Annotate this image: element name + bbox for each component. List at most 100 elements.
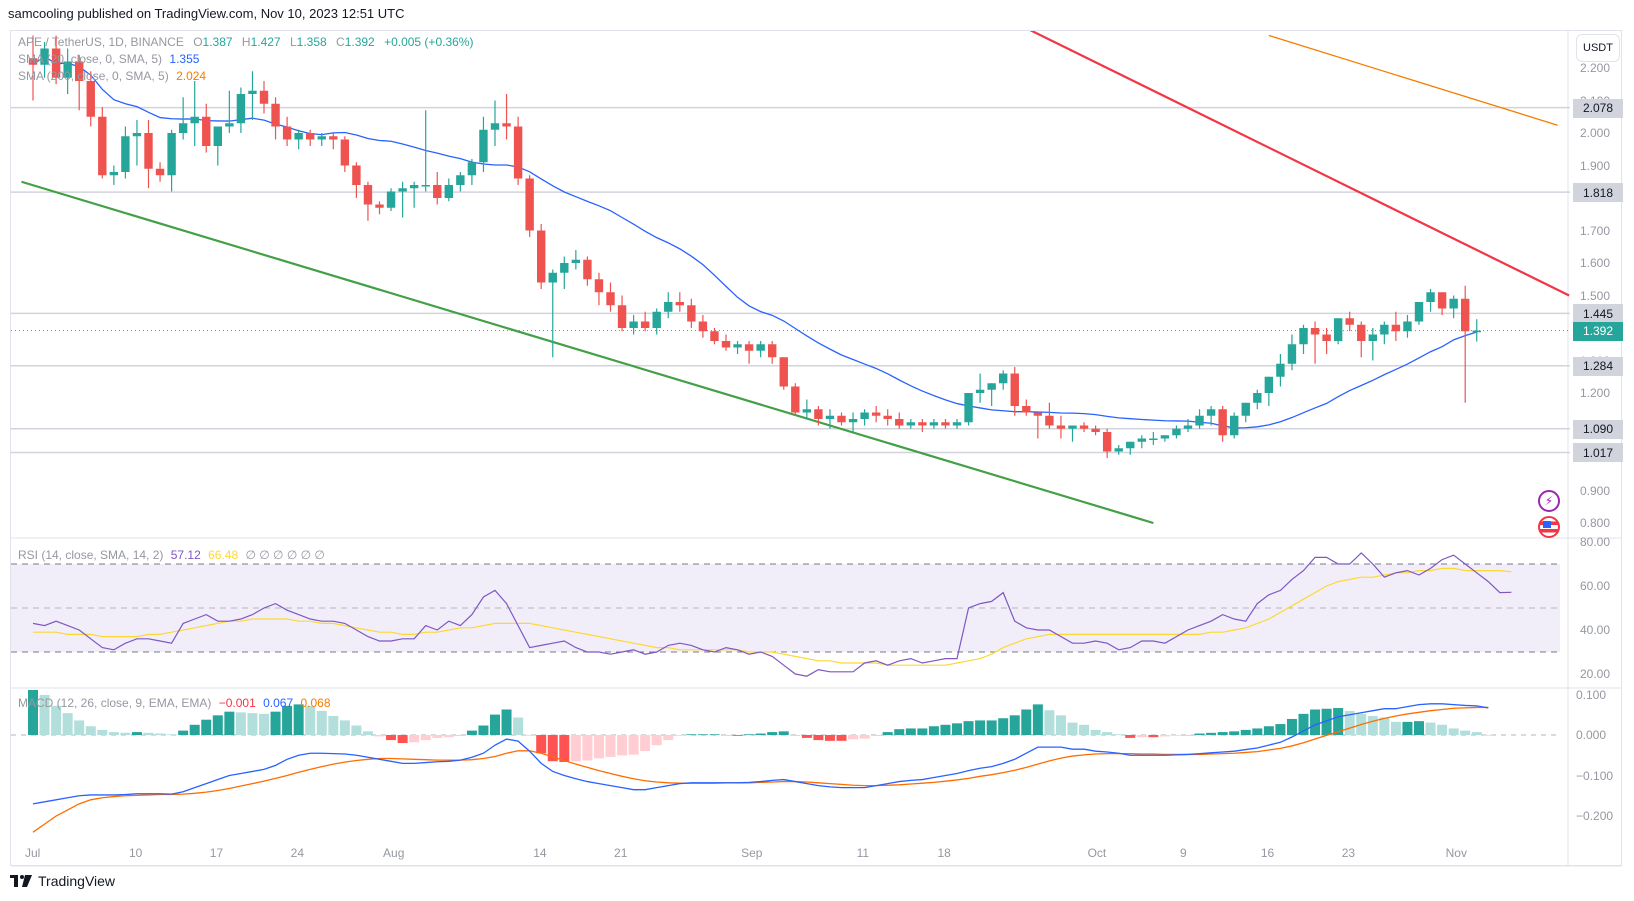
candle-body bbox=[213, 126, 222, 146]
macd-histogram-bar bbox=[1206, 732, 1217, 735]
macd-histogram-bar bbox=[917, 728, 928, 735]
candle-body bbox=[259, 90, 269, 104]
macd-histogram-bar bbox=[131, 732, 142, 735]
rsi-legend[interactable]: RSI (14, close, SMA, 14, 2) 57.12 66.48 … bbox=[18, 548, 325, 562]
macd-histogram-bar bbox=[1425, 722, 1436, 735]
macd-histogram-bar bbox=[882, 732, 893, 735]
macd-histogram-bar bbox=[1275, 724, 1286, 735]
macd-histogram-bar bbox=[709, 734, 720, 736]
candle-body bbox=[456, 175, 465, 185]
macd-histogram-bar bbox=[1113, 734, 1124, 736]
candle-body bbox=[329, 136, 338, 140]
macd-histogram-bar bbox=[212, 715, 223, 735]
macd-histogram-bar bbox=[339, 720, 350, 735]
price-axis-label: 0.900 bbox=[1580, 483, 1611, 498]
candle-body bbox=[467, 162, 477, 176]
current-price-tag: 1.392 bbox=[1573, 321, 1623, 341]
macd-histogram-bar bbox=[443, 735, 454, 738]
tradingview-brand[interactable]: TradingView bbox=[10, 873, 115, 889]
price-level-tag: 1.284 bbox=[1573, 356, 1623, 376]
candle-body bbox=[941, 422, 950, 426]
macd-histogram-bar bbox=[559, 735, 570, 762]
candle-body bbox=[1218, 409, 1227, 436]
us-flag-icon[interactable] bbox=[1538, 516, 1560, 538]
currency-button[interactable]: USDT bbox=[1576, 34, 1620, 62]
candle-body bbox=[895, 419, 904, 426]
macd-histogram-bar bbox=[1044, 710, 1055, 735]
candle-body bbox=[1414, 302, 1424, 322]
macd-axis-label: −0.200 bbox=[1576, 809, 1614, 823]
macd-histogram-bar bbox=[108, 732, 119, 735]
candle-body bbox=[871, 412, 881, 416]
candle-body bbox=[28, 58, 38, 65]
ohlc-open-label: O bbox=[193, 35, 203, 49]
price-axis-label: 0.800 bbox=[1580, 516, 1611, 530]
macd-legend[interactable]: MACD (12, 26, close, 9, EMA, EMA) −0.001… bbox=[18, 696, 331, 710]
macd-histogram-bar bbox=[894, 729, 905, 735]
candle-body bbox=[710, 331, 719, 341]
macd-histogram-bar bbox=[305, 705, 316, 735]
macd-histogram-bar bbox=[374, 735, 385, 737]
candle-body bbox=[1206, 409, 1216, 416]
price-level-tag: 1.017 bbox=[1573, 443, 1623, 463]
macd-histogram-bar bbox=[39, 694, 50, 735]
candle-body bbox=[791, 386, 800, 413]
candle-body bbox=[132, 133, 142, 137]
macd-histogram-bar bbox=[1032, 704, 1043, 735]
time-axis-label: 24 bbox=[290, 846, 304, 860]
time-axis-label: 23 bbox=[1341, 846, 1356, 860]
sma20-legend[interactable]: SMA (20, close, 0, SMA, 5) 1.355 bbox=[18, 52, 199, 66]
rsi-extras: ∅ ∅ ∅ ∅ ∅ ∅ bbox=[245, 548, 325, 562]
candle-body bbox=[352, 165, 361, 185]
time-axis-label: Sep bbox=[741, 846, 763, 860]
lightning-icon[interactable]: ⚡ bbox=[1538, 490, 1560, 512]
time-axis-label: 21 bbox=[614, 846, 628, 860]
macd-histogram-bar bbox=[155, 733, 166, 735]
rsi-axis-label: 20.00 bbox=[1580, 667, 1611, 681]
candle-body bbox=[63, 61, 72, 78]
candle-body bbox=[1137, 438, 1146, 442]
candle-body bbox=[1403, 321, 1412, 332]
macd-histogram-bar bbox=[1471, 732, 1482, 735]
candle-body bbox=[802, 409, 812, 413]
candle-body bbox=[1322, 334, 1331, 341]
rsi-label: RSI (14, close, SMA, 14, 2) bbox=[18, 548, 164, 562]
candle-body bbox=[433, 185, 442, 198]
price-level-tag: 1.090 bbox=[1573, 419, 1623, 439]
macd-histogram-bar bbox=[905, 728, 916, 735]
candle-body bbox=[883, 415, 892, 419]
candle-body bbox=[1172, 428, 1181, 436]
time-axis-label: Aug bbox=[383, 846, 405, 860]
price-axis-label: 2.200 bbox=[1580, 61, 1611, 75]
candle-body bbox=[98, 116, 107, 176]
candle-body bbox=[1010, 373, 1019, 406]
sma20-label: SMA (20, close, 0, SMA, 5) bbox=[18, 52, 163, 66]
candle-body bbox=[1380, 324, 1389, 335]
sma200-label: SMA (200, close, 0, SMA, 5) bbox=[18, 69, 169, 83]
candle-body bbox=[687, 305, 696, 322]
sma200-legend[interactable]: SMA (200, close, 0, SMA, 5) 2.024 bbox=[18, 69, 206, 83]
candle-body bbox=[1195, 415, 1204, 426]
ohlc-high: 1.427 bbox=[250, 35, 281, 49]
symbol-name[interactable]: APE / TetherUS, 1D, BINANCE bbox=[18, 35, 184, 49]
macd-histogram-bar bbox=[1171, 735, 1182, 736]
flag-canton bbox=[1543, 521, 1551, 528]
macd-histogram-bar bbox=[1379, 717, 1390, 735]
macd-histogram-bar bbox=[1148, 735, 1159, 738]
candle-body bbox=[1126, 441, 1135, 449]
macd-histogram-bar bbox=[536, 735, 547, 754]
macd-histogram-bar bbox=[1090, 729, 1101, 735]
candle-body bbox=[317, 136, 326, 140]
candle-body bbox=[652, 311, 661, 328]
ohlc-change: +0.005 (+0.36%) bbox=[384, 35, 474, 49]
candle-body bbox=[1253, 393, 1262, 403]
macd-histogram-bar bbox=[790, 735, 801, 736]
candle-body bbox=[675, 302, 684, 306]
time-axis-label: 14 bbox=[533, 846, 547, 860]
macd-histogram-bar bbox=[721, 735, 731, 736]
macd-axis-label: −0.100 bbox=[1576, 768, 1614, 783]
macd-histogram-bar bbox=[940, 724, 951, 735]
macd-histogram-bar bbox=[466, 730, 477, 735]
macd-histogram-bar bbox=[1414, 721, 1424, 735]
